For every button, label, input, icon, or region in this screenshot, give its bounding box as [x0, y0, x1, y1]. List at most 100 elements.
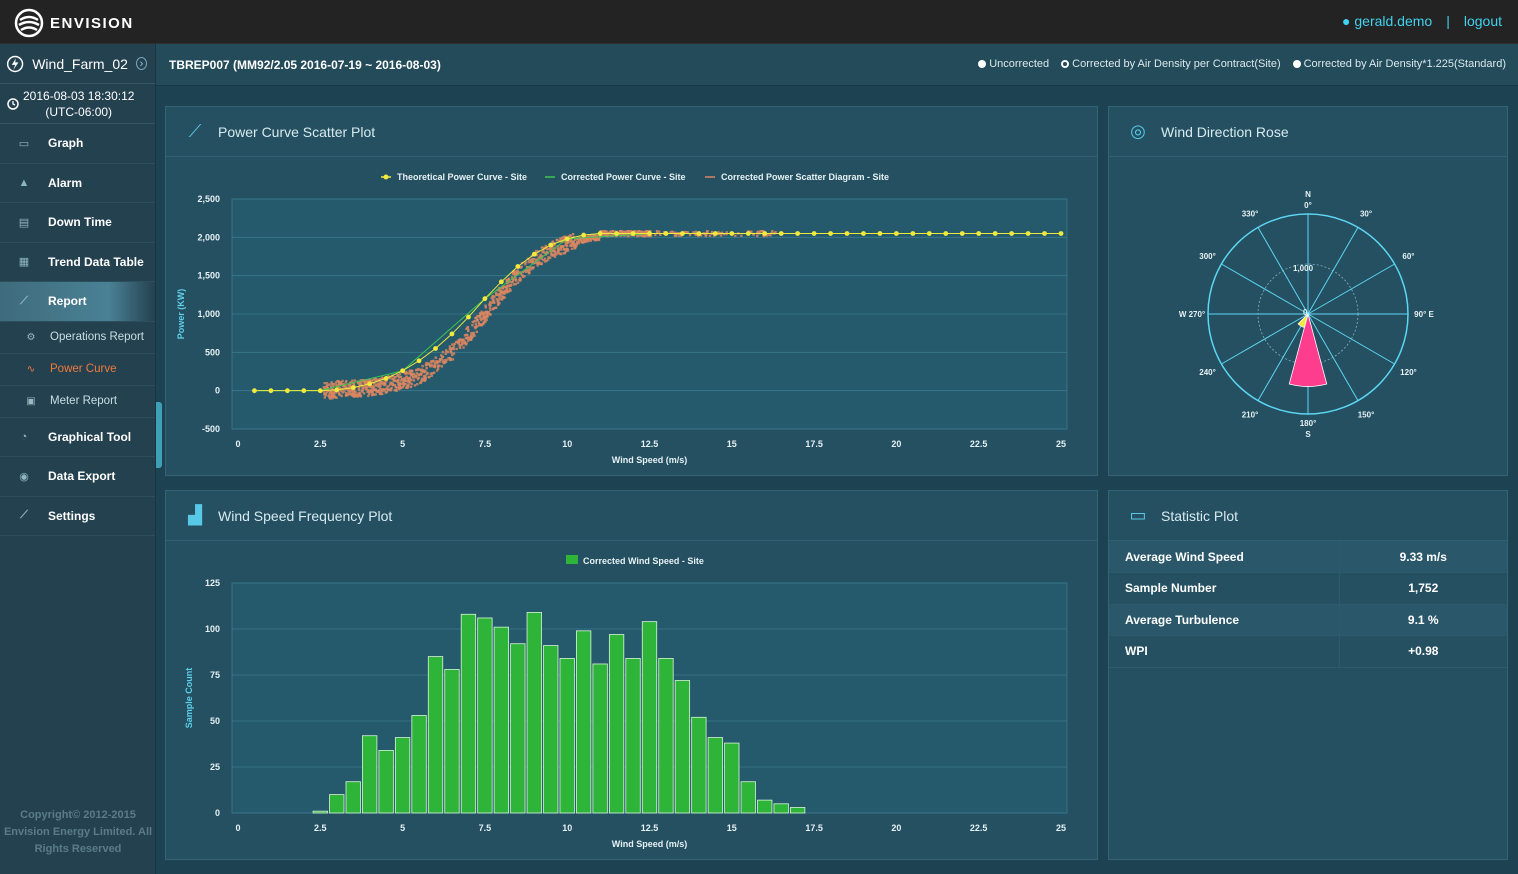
logout-link[interactable]: logout: [1463, 13, 1502, 29]
scatter-point: [332, 384, 335, 387]
table-row: Average Turbulence 9.1 %: [1109, 604, 1507, 636]
scatter-point: [444, 349, 448, 352]
scatter-point: [473, 334, 476, 337]
monitor-icon: ▭: [18, 137, 30, 150]
scatter-point: [383, 383, 387, 386]
scatter-point: [508, 280, 512, 284]
theoretical-point: [696, 231, 702, 236]
scatter-point: [578, 237, 582, 241]
theoretical-point: [811, 231, 817, 236]
sidebar-item-graph[interactable]: ▭ Graph: [0, 124, 155, 164]
scatter-point: [722, 232, 726, 236]
scatter-point: [601, 233, 604, 236]
frequency-bar: [576, 630, 592, 814]
farm-selector[interactable]: Wind_Farm_02 ›: [0, 44, 155, 84]
scatter-point: [403, 379, 406, 383]
rose-spoke: [1221, 313, 1309, 365]
user-link[interactable]: ● gerald.demo: [1342, 13, 1432, 29]
scatter-point: [558, 239, 561, 243]
sidebar-subitem-power-curve[interactable]: ∿ Power Curve: [0, 354, 155, 386]
scatter-point: [451, 353, 454, 357]
frequency-bar: [691, 716, 707, 814]
document-icon: ▤: [18, 216, 30, 229]
scatter-point: [480, 317, 484, 320]
scatter-point: [717, 231, 720, 234]
scatter-point: [636, 234, 639, 237]
scatter-point: [769, 234, 772, 237]
option-uncorrected[interactable]: Uncorrected: [978, 58, 1049, 70]
scatter-point: [370, 381, 374, 384]
sidebar-subitem-operations-report[interactable]: ⚙ Operations Report: [0, 322, 155, 354]
scatter-point: [353, 393, 356, 396]
x-tick-label: 10: [562, 823, 572, 833]
theoretical-point: [1009, 231, 1015, 236]
scatter-point: [513, 273, 516, 276]
scatter-point: [571, 232, 575, 236]
scatter-point: [771, 230, 774, 233]
scatter-point: [657, 230, 661, 233]
scatter-point: [335, 396, 338, 399]
scatter-point: [449, 350, 452, 354]
x-tick-label: 20: [891, 439, 901, 449]
scatter-point: [564, 243, 567, 247]
radio-selected-icon: [1061, 60, 1070, 68]
scatter-point: [507, 278, 511, 281]
scatter-point: [504, 285, 508, 289]
scatter-point: [379, 392, 383, 396]
scatter-point: [463, 340, 467, 343]
sidebar-item-alarm[interactable]: ▲ Alarm: [0, 164, 155, 203]
export-icon: ◉: [19, 470, 29, 483]
scatter-point: [392, 378, 395, 381]
sidebar-item-report[interactable]: ⟋ Report: [0, 282, 155, 322]
chevron-right-icon[interactable]: ›: [135, 57, 147, 70]
theoretical-point: [614, 231, 619, 236]
scatter-point: [487, 310, 490, 314]
scatter-point: [506, 289, 509, 293]
scatter-point: [740, 234, 743, 237]
sidebar-item-settings[interactable]: ⟋ Settings: [0, 497, 155, 536]
scatter-point: [397, 386, 401, 389]
theoretical-point: [433, 346, 438, 351]
scatter-point: [560, 239, 563, 242]
scatter-point: [607, 231, 610, 234]
scatter-point: [540, 255, 544, 258]
scatter-point: [478, 323, 481, 326]
scatter-point: [384, 388, 387, 391]
sidebar-collapse-handle[interactable]: [156, 402, 162, 468]
scatter-point: [516, 269, 520, 272]
scatter-point: [562, 245, 565, 248]
scatter-point: [364, 384, 368, 388]
scatter-point: [361, 379, 365, 383]
sidebar-item-trend-data-table[interactable]: ▦ Trend Data Table: [0, 243, 155, 282]
scatter-point: [575, 244, 578, 248]
rose-angle-label: W 270°: [1179, 310, 1205, 319]
option-label: Corrected by Air Density*1.225(Standard): [1303, 58, 1506, 70]
scatter-point: [474, 316, 478, 320]
sidebar-item-label: Data Export: [48, 469, 116, 484]
scatter-point: [430, 363, 433, 366]
scatter-point: [344, 393, 348, 397]
x-tick-label: 12.5: [641, 439, 659, 449]
sidebar-item-down-time[interactable]: ▤ Down Time: [0, 203, 155, 243]
sidebar-item-label: Settings: [48, 508, 96, 523]
stat-label: Average Wind Speed: [1109, 541, 1340, 573]
scatter-point: [501, 292, 505, 295]
theoretical-point: [992, 231, 998, 236]
scatter-point: [734, 234, 737, 238]
sidebar-item-data-export[interactable]: ◉ Data Export: [0, 457, 155, 497]
scatter-point: [337, 384, 341, 387]
legend-label: Theoretical Power Curve - Site: [397, 172, 527, 182]
option-corrected-standard[interactable]: Corrected by Air Density*1.225(Standard): [1292, 58, 1506, 70]
scatter-point: [447, 357, 450, 360]
scatter-point: [331, 393, 334, 396]
option-corrected-site[interactable]: Corrected by Air Density per Contract(Si…: [1061, 58, 1281, 70]
settings-chart-icon: ⟋: [20, 509, 28, 522]
scatter-point: [425, 363, 428, 367]
scatter-point: [334, 381, 338, 384]
sidebar-subitem-meter-report[interactable]: ▣ Meter Report: [0, 386, 155, 418]
scatter-point: [339, 383, 342, 386]
scatter-point: [440, 365, 444, 368]
scatter-point: [501, 295, 505, 298]
sidebar-item-graphical-tool[interactable]: ◔ Graphical Tool: [0, 418, 155, 457]
scatter-point: [756, 230, 760, 234]
